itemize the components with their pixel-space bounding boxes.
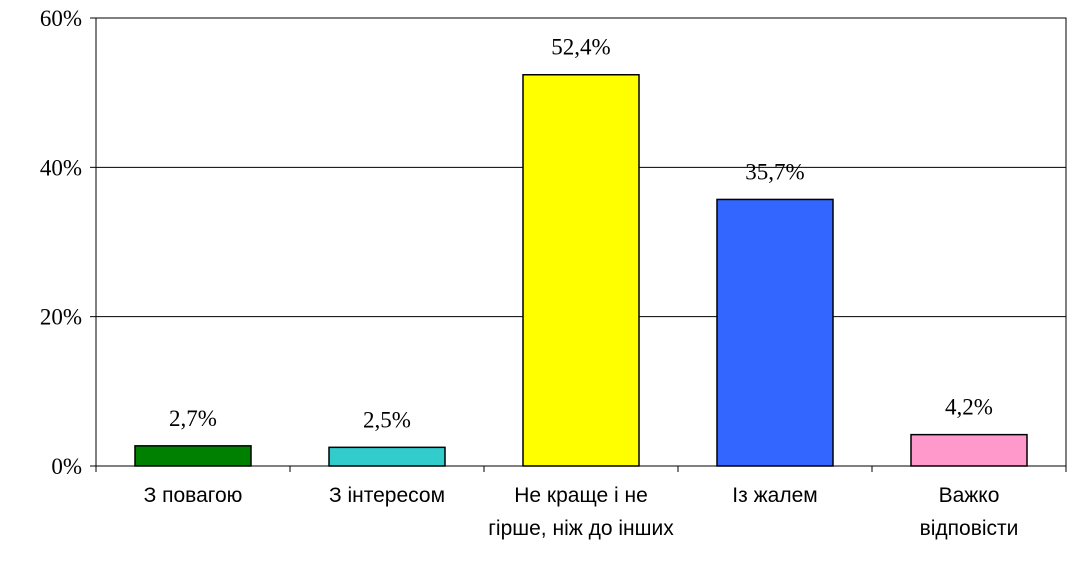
bar [328,446,446,467]
data-labels: 2,7% 2,5% 52,4% 35,7% 4,2% [169,35,993,433]
data-label: 52,4% [551,35,610,60]
bar [716,198,834,467]
bars [134,73,1028,467]
y-tick-labels: 0% 20% 40% 60% [40,6,82,479]
category-label: З інтересом [329,484,445,507]
y-tick-label: 40% [40,155,82,180]
category-label: Із жалем [732,484,817,507]
bar [910,433,1028,467]
data-label: 4,2% [945,395,993,420]
category-label: Не краще і не гірше, ніж до інших [488,484,674,540]
y-tick-label: 60% [40,6,82,31]
category-label: Важко відповісти [920,484,1019,540]
data-label: 35,7% [745,159,804,184]
data-label: 2,5% [363,407,411,432]
y-tick-label: 20% [40,305,82,330]
bar [522,73,640,467]
category-labels: З повагою З інтересом Не краще і не гірше, … [144,484,1019,540]
data-label: 2,7% [169,406,217,431]
category-label: З повагою [144,484,243,507]
y-tick-label: 0% [51,454,82,479]
bar [134,445,252,467]
